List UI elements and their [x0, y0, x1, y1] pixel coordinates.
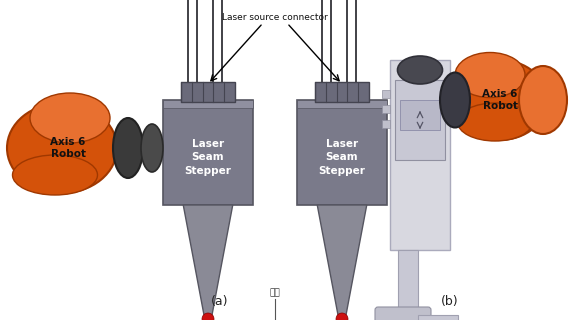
Bar [382, 120, 390, 128]
Bar [390, 60, 450, 250]
Bar [181, 82, 235, 102]
Bar [297, 100, 387, 108]
Circle shape [336, 313, 348, 320]
Ellipse shape [113, 118, 143, 178]
Bar [395, 80, 445, 160]
Ellipse shape [519, 66, 567, 134]
Text: Axis 6
Robot: Axis 6 Robot [482, 89, 518, 111]
Ellipse shape [13, 155, 97, 195]
Bar [163, 100, 253, 108]
Bar [297, 100, 387, 205]
Circle shape [202, 313, 214, 320]
Text: Laser
Seam
Stepper: Laser Seam Stepper [319, 139, 365, 176]
Text: (a): (a) [211, 295, 229, 308]
Bar [315, 82, 369, 102]
Ellipse shape [458, 103, 532, 141]
Polygon shape [183, 205, 233, 315]
Text: Laser
Seam
Stepper: Laser Seam Stepper [185, 139, 231, 176]
Text: Laser source connector: Laser source connector [222, 13, 328, 22]
Bar [382, 105, 390, 113]
Ellipse shape [440, 73, 470, 127]
Bar [400, 100, 440, 130]
Bar [418, 315, 458, 320]
Ellipse shape [453, 60, 548, 140]
Bar [398, 250, 418, 320]
Polygon shape [317, 205, 367, 315]
Ellipse shape [141, 124, 163, 172]
Ellipse shape [455, 52, 525, 98]
Ellipse shape [397, 56, 442, 84]
Ellipse shape [30, 93, 110, 143]
Text: (b): (b) [441, 295, 459, 308]
FancyBboxPatch shape [375, 307, 431, 320]
Text: Axis 6
Robot: Axis 6 Robot [50, 137, 86, 159]
Text: 部件: 部件 [270, 289, 280, 298]
Bar [382, 90, 390, 98]
Bar [163, 100, 253, 205]
Ellipse shape [7, 103, 117, 193]
